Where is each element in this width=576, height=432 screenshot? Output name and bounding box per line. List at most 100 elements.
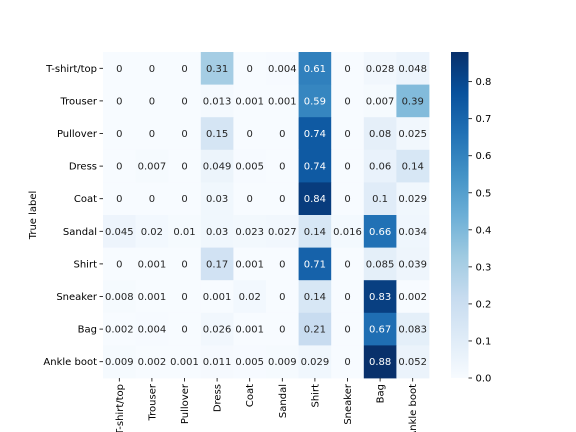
heatmap-cell (168, 247, 202, 281)
y-axis-label: True label (28, 191, 39, 241)
cell-value-label: 0 (344, 194, 350, 205)
heatmap-cell (103, 247, 136, 281)
colorbar-tick-label: 0.7 (476, 114, 492, 125)
cell-value-label: 0.085 (366, 259, 395, 270)
cell-value-label: 0 (344, 96, 350, 107)
heatmap-cell (233, 149, 267, 183)
cell-value-label: 0.052 (398, 357, 427, 368)
cell-value-label: 0.027 (268, 227, 297, 238)
cell-value-label: 0.004 (138, 325, 167, 336)
heatmap-cell (135, 52, 169, 85)
x-tick-label: T-shirt/top (115, 384, 126, 432)
heatmap-cell (135, 182, 169, 216)
cell-value-label: 0.03 (206, 194, 228, 205)
cell-value-label: 0.025 (398, 129, 427, 140)
cell-value-label: 0.83 (369, 292, 391, 303)
heatmap-cell (331, 84, 365, 118)
heatmap-cell (363, 280, 397, 314)
cell-value-label: 0 (181, 194, 187, 205)
heatmap-cell (331, 312, 365, 346)
heatmap-cell (233, 280, 267, 314)
y-tick-label: Dress (69, 162, 97, 173)
heatmap-cell (363, 117, 397, 151)
y-tick-label: T-shirt/top (45, 64, 97, 75)
cell-value-label: 0.001 (235, 259, 264, 270)
heatmap-cell (363, 345, 397, 379)
heatmap-cell (200, 247, 234, 281)
cell-value-label: 0.007 (138, 162, 167, 173)
heatmap-cell (266, 247, 299, 281)
cell-value-label: 0 (344, 162, 350, 173)
x-axis-tick-labels: T-shirt/top Trouser Pullover Dress Coat Sanda… (115, 378, 419, 432)
cell-value-label: 0 (181, 96, 187, 107)
heatmap-cell (103, 182, 136, 216)
cell-value-label: 0.049 (203, 162, 232, 173)
x-tick-label: Sneaker (343, 383, 354, 425)
cell-value-label: 0.03 (206, 227, 228, 238)
heatmap-cell (331, 345, 365, 379)
x-tick-label: Sandal (278, 384, 289, 418)
heatmap-cell (200, 182, 234, 216)
cell-value-label: 0.011 (203, 357, 232, 368)
cell-value-label: 0.74 (304, 129, 326, 140)
heatmap-cell (298, 247, 332, 281)
heatmap-cell (331, 117, 365, 151)
cell-value-label: 0 (149, 96, 155, 107)
colorbar: 0.0 0.1 0.2 0.3 0.4 0.5 0.6 0.7 0.8 (451, 52, 491, 385)
cell-value-label: 0 (181, 325, 187, 336)
heatmap-cell (233, 247, 267, 281)
cell-value-label: 0.74 (304, 162, 326, 173)
x-tick-label: Pullover (180, 383, 191, 424)
cell-value-label: 0.034 (398, 227, 427, 238)
colorbar-tick-label: 0.5 (476, 188, 492, 199)
y-tick-label: Sandal (63, 227, 97, 238)
heatmap-cell (135, 345, 169, 379)
cell-value-label: 0.001 (235, 325, 264, 336)
cell-value-label: 0 (149, 194, 155, 205)
cell-value-label: 0 (247, 129, 253, 140)
y-tick-label: Shirt (74, 259, 98, 270)
cell-value-label: 0.028 (366, 64, 395, 75)
heatmap-cell (103, 84, 136, 118)
cell-value-label: 0 (116, 259, 122, 270)
heatmap-cell (168, 182, 202, 216)
cell-value-label: 0 (344, 292, 350, 303)
x-tick-label: Coat (245, 384, 256, 407)
heatmap-cell (135, 280, 169, 314)
heatmap-cell (168, 312, 202, 346)
heatmap-cell (103, 280, 136, 314)
cell-value-label: 0 (344, 259, 350, 270)
heatmap-cell (103, 345, 136, 379)
cell-value-label: 0 (344, 129, 350, 140)
heatmap-cell (331, 149, 365, 183)
heatmap-cell (200, 215, 234, 248)
cell-value-label: 0.007 (366, 96, 395, 107)
heatmap-cell (266, 280, 299, 314)
cell-value-label: 0 (247, 194, 253, 205)
heatmap-cell (168, 84, 202, 118)
cell-value-label: 0 (181, 259, 187, 270)
heatmap-cell (331, 280, 365, 314)
heatmap-cell (298, 345, 332, 379)
heatmap-cell (233, 84, 267, 118)
cell-value-label: 0.1 (372, 194, 388, 205)
cell-value-label: 0.21 (304, 325, 326, 336)
cell-value-label: 0 (181, 64, 187, 75)
heatmap-cell (200, 312, 234, 346)
cell-value-label: 0.71 (304, 259, 326, 270)
cell-value-label: 0.009 (105, 357, 134, 368)
cell-value-label: 0.016 (333, 227, 362, 238)
colorbar-tick-label: 0.2 (476, 299, 492, 310)
cell-value-label: 0.001 (138, 259, 167, 270)
cell-value-label: 0.02 (141, 227, 163, 238)
heatmap-cell (200, 52, 234, 85)
heatmap-cell (298, 182, 332, 216)
heatmap-cell (103, 215, 136, 248)
y-tick-label: Sneaker (56, 292, 98, 303)
x-tick-label: Trouser (147, 383, 158, 421)
cell-value-label: 0.15 (206, 129, 228, 140)
heatmap-cell (135, 312, 169, 346)
heatmap-cell (363, 312, 397, 346)
cell-value-label: 0.14 (304, 292, 326, 303)
